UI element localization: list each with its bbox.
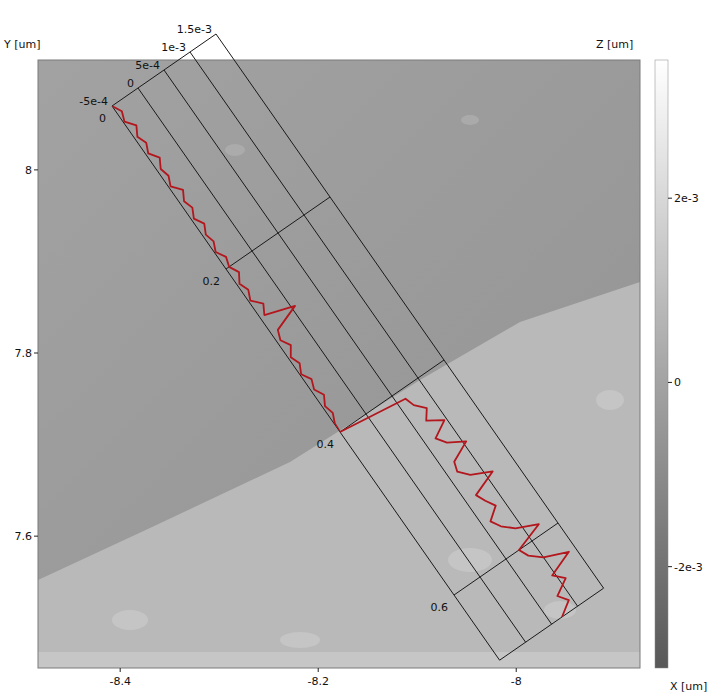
- y-tick: [34, 353, 38, 354]
- height-tick-label: -5e-4: [79, 95, 108, 108]
- x-tick: [120, 668, 121, 672]
- texture-spot: [461, 115, 479, 125]
- height-grid-line: [138, 88, 526, 642]
- distance-range-end: [500, 588, 604, 660]
- profile: [112, 34, 604, 660]
- x-tick-label: -8.2: [307, 675, 328, 688]
- texture-spot: [225, 144, 245, 156]
- height-tick-label: 1.5e-3: [177, 23, 212, 36]
- texture-spot: [596, 390, 624, 410]
- plot-frame: [38, 60, 640, 668]
- distance-grid-line: [454, 523, 558, 595]
- colorbar-tick: [668, 382, 672, 383]
- y-axis-title: Y [um]: [3, 38, 41, 51]
- colorbar-tick-label: -2e-3: [674, 561, 703, 574]
- distance-grid-line: [112, 34, 216, 106]
- colorbar-tick: [668, 198, 672, 199]
- y-tick: [34, 536, 38, 537]
- distance-tick-label: 0.6: [431, 601, 449, 614]
- x-tick-label: -8: [511, 675, 522, 688]
- profile-data: [112, 106, 569, 617]
- y-tick: [34, 169, 38, 170]
- texture-spot: [448, 548, 492, 572]
- y-tick-label: 7.6: [15, 530, 33, 543]
- x-axis-title: X [um]: [670, 680, 707, 693]
- texture-spot: [544, 601, 576, 619]
- height-tick-label: 0: [127, 77, 134, 90]
- y-tick-label: 8: [25, 164, 32, 177]
- scan-background: [38, 60, 640, 668]
- lower-terrace: [38, 282, 640, 668]
- height-grid-line: [112, 106, 500, 660]
- bottom-strip: [38, 652, 640, 668]
- texture-spot: [280, 632, 320, 648]
- distance-grid-line: [226, 197, 330, 269]
- profile-line: [112, 106, 569, 617]
- colorbar: [655, 60, 668, 668]
- scan-image: [38, 60, 640, 668]
- x-tick-label: -8.4: [109, 675, 130, 688]
- x-tick: [516, 668, 517, 672]
- height-grid-line: [190, 52, 578, 606]
- colorbar-tick-label: 0: [674, 376, 681, 389]
- distance-tick-label: 0.2: [203, 275, 221, 288]
- upper-terrace: [38, 60, 640, 668]
- x-tick: [318, 668, 319, 672]
- height-tick-label: 1e-3: [161, 41, 186, 54]
- colorbar-tick-label: 2e-3: [674, 192, 699, 205]
- height-grid-line: [164, 70, 552, 624]
- colorbar-tick: [668, 566, 672, 567]
- height-grid-line: [216, 34, 604, 588]
- chart: -8.4 -8.2 -8 7.6 7.8 8 X [um] Y [um] 2e-3 0 -2e-3 Z…: [0, 0, 718, 695]
- colorbar-title: Z [um]: [596, 38, 633, 51]
- texture-spot: [112, 610, 148, 630]
- distance-tick-label: 0.4: [317, 438, 335, 451]
- y-tick-label: 7.8: [15, 347, 33, 360]
- distance-tick-label: 0: [99, 112, 106, 125]
- height-tick-label: 5e-4: [135, 59, 160, 72]
